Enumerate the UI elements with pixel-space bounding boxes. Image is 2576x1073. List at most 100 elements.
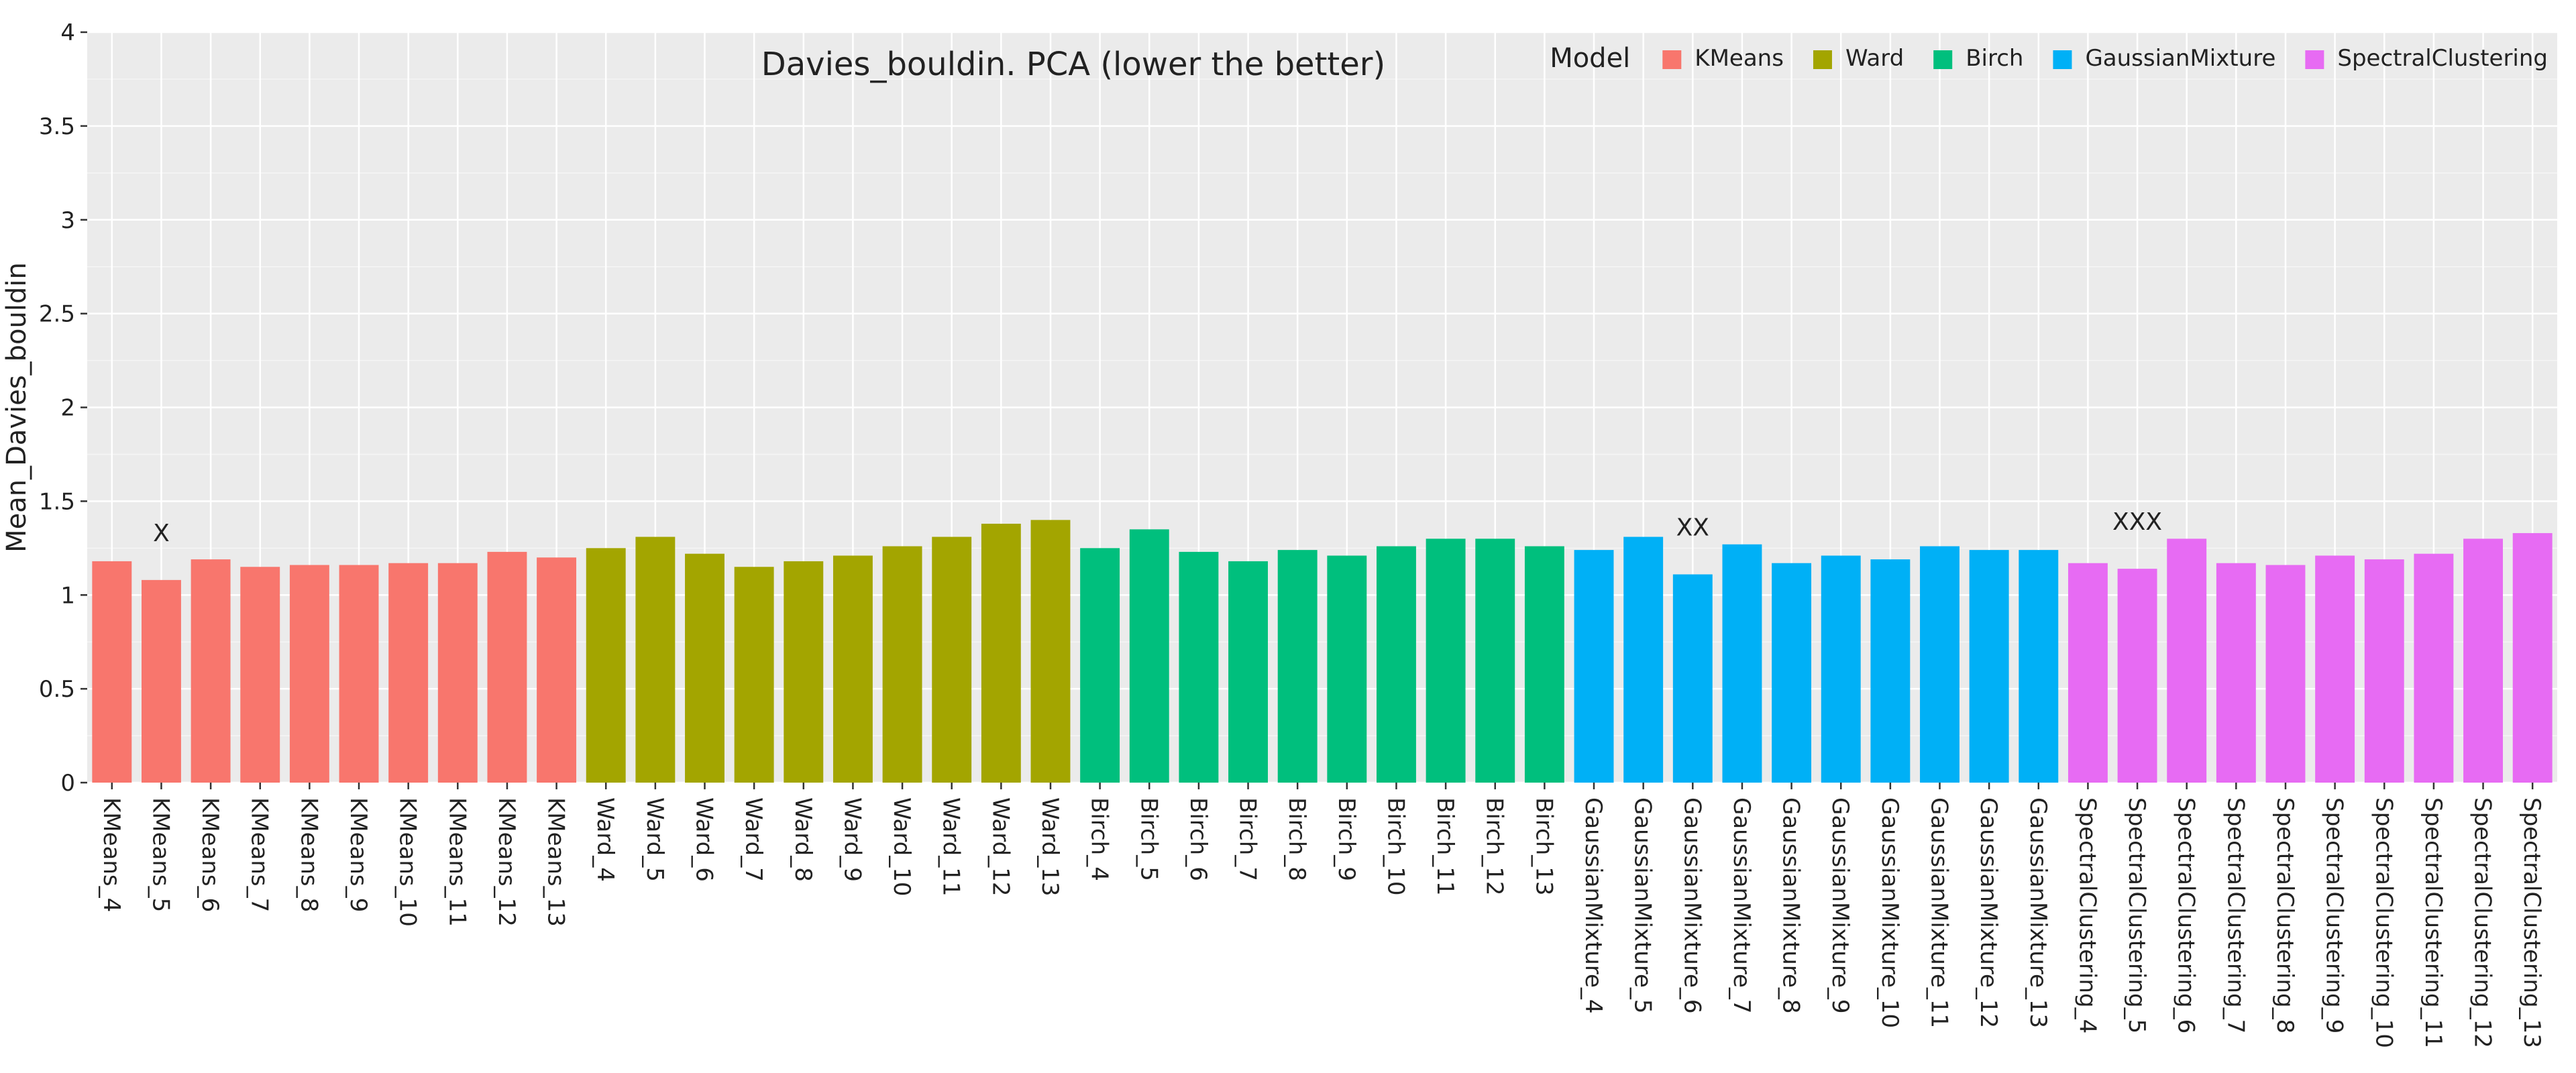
x-tick-label: Birch_10 [1382, 797, 1409, 896]
bar-annotation: XXX [2112, 508, 2162, 536]
legend: Model KMeans Ward Birch GaussianMixture Spec… [1550, 43, 2548, 74]
x-tick-label: GaussianMixture_4 [1580, 797, 1607, 1014]
bar-kmeans-13 [537, 557, 577, 783]
x-tick-label: SpectralClustering_7 [2222, 797, 2249, 1033]
x-tick-label: SpectralClustering_10 [2370, 797, 2397, 1048]
x-tick-label: KMeans_9 [345, 797, 372, 912]
bar-spectralclustering-4 [2068, 563, 2108, 783]
bar-birch-13 [1524, 546, 1564, 783]
bar-kmeans-4 [92, 561, 132, 783]
y-tick-label: 3 [60, 207, 75, 234]
bar-birch-9 [1327, 555, 1367, 783]
legend-label-kmeans: KMeans [1695, 45, 1784, 72]
bar-spectralclustering-7 [2216, 563, 2256, 783]
x-tick-label: Ward_10 [888, 797, 915, 897]
bar-birch-6 [1179, 551, 1219, 783]
bar-birch-5 [1129, 529, 1169, 783]
bar-spectralclustering-5 [2117, 569, 2157, 783]
y-axis-label: Mean_Davies_bouldin [1, 262, 32, 553]
legend-title: Model [1550, 43, 1630, 74]
x-tick-label: Birch_9 [1333, 797, 1360, 881]
legend-swatch-kmeans [1662, 50, 1682, 69]
bar-ward-9 [833, 555, 873, 783]
bar-gaussianmixture-10 [1870, 559, 1911, 783]
x-tick-label: Ward_9 [839, 797, 865, 882]
y-tick-label: 2 [60, 395, 75, 422]
x-tick-label: GaussianMixture_11 [1926, 797, 1953, 1028]
bar-spectralclustering-9 [2315, 555, 2355, 783]
bar-ward-4 [586, 548, 626, 783]
bar-gaussianmixture-5 [1623, 536, 1664, 783]
chart-title: Davies_bouldin. PCA (lower the better) [761, 46, 1385, 83]
x-tick-label: SpectralClustering_11 [2420, 797, 2447, 1048]
legend-swatch-birch [1933, 50, 1953, 69]
x-tick-label: GaussianMixture_7 [1728, 797, 1755, 1014]
legend-swatch-gaussianmixture [2053, 50, 2072, 69]
y-axis: 0 0.5 1 1.5 2 2.5 3 3.5 4 [39, 19, 87, 797]
x-tick-label: Birch_4 [1086, 797, 1113, 881]
x-tick-label: KMeans_11 [443, 797, 470, 927]
x-tick-label: GaussianMixture_9 [1827, 797, 1854, 1014]
legend-label-gaussianmixture: GaussianMixture [2085, 45, 2275, 72]
bar-spectralclustering-10 [2364, 559, 2404, 783]
x-tick-label: Birch_13 [1530, 797, 1557, 896]
legend-label-birch: Birch [1966, 45, 2023, 72]
bar-annotation: XX [1676, 514, 1709, 541]
x-tick-label: KMeans_5 [147, 797, 174, 912]
bars [92, 520, 2553, 783]
x-tick-label: Birch_6 [1185, 797, 1212, 881]
x-tick-label: Ward_5 [641, 797, 668, 882]
x-tick-label: GaussianMixture_6 [1678, 797, 1705, 1014]
x-tick-label: Ward_6 [691, 797, 718, 882]
bar-ward-12 [981, 523, 1021, 783]
x-tick-label: SpectralClustering_8 [2271, 797, 2298, 1033]
bar-kmeans-12 [487, 551, 527, 783]
bar-birch-8 [1277, 550, 1318, 783]
x-tick-label: GaussianMixture_12 [1975, 797, 2002, 1028]
x-tick-label: SpectralClustering_5 [2123, 797, 2150, 1033]
bar-birch-7 [1228, 561, 1268, 783]
x-tick-label: SpectralClustering_4 [2074, 797, 2100, 1033]
x-tick-label: SpectralClustering_13 [2518, 797, 2545, 1048]
bar-gaussianmixture-12 [1969, 550, 2009, 783]
legend-swatch-spectralclustering [2305, 50, 2324, 69]
legend-label-spectralclustering: SpectralClustering [2337, 45, 2548, 72]
bar-spectralclustering-12 [2463, 539, 2503, 783]
x-tick-label: SpectralClustering_9 [2321, 797, 2348, 1033]
annotations: X XX XXX [153, 508, 2162, 547]
x-tick-label: Birch_11 [1432, 797, 1458, 896]
x-tick-label: Birch_8 [1283, 797, 1310, 881]
bar-birch-10 [1377, 546, 1416, 783]
bar-ward-8 [784, 561, 824, 783]
x-tick-label: Birch_7 [1234, 797, 1261, 881]
x-tick-label: Ward_11 [938, 797, 965, 897]
bar-gaussianmixture-13 [2019, 550, 2059, 783]
y-tick-label: 1.5 [39, 488, 75, 515]
x-tick-label: GaussianMixture_13 [2025, 797, 2051, 1028]
x-tick-label: GaussianMixture_5 [1629, 797, 1656, 1014]
bar-spectralclustering-6 [2167, 539, 2207, 783]
x-tick-label: KMeans_4 [98, 797, 125, 912]
x-axis: KMeans_4 KMeans_5 KMeans_6 KMeans_7 KMeans_8… [98, 783, 2545, 1048]
x-tick-label: KMeans_13 [543, 797, 570, 927]
y-tick-label: 0 [60, 770, 75, 797]
bar-annotation: X [153, 520, 170, 547]
y-tick-label: 2.5 [39, 301, 75, 328]
bar-gaussianmixture-4 [1574, 550, 1614, 783]
x-tick-label: GaussianMixture_10 [1876, 797, 1903, 1028]
bar-kmeans-11 [437, 563, 478, 783]
bar-gaussianmixture-8 [1772, 563, 1812, 783]
x-tick-label: Ward_12 [987, 797, 1014, 897]
bar-gaussianmixture-7 [1722, 544, 1762, 783]
x-tick-label: KMeans_6 [197, 797, 223, 912]
y-tick-label: 0.5 [39, 676, 75, 703]
bar-spectralclustering-11 [2414, 553, 2454, 783]
bar-kmeans-9 [339, 565, 379, 783]
bar-gaussianmixture-11 [1920, 546, 1960, 783]
x-tick-label: Ward_8 [790, 797, 816, 882]
bar-gaussianmixture-9 [1821, 555, 1861, 783]
bar-kmeans-10 [388, 563, 429, 783]
bar-ward-7 [734, 567, 774, 783]
bar-ward-11 [932, 536, 972, 783]
